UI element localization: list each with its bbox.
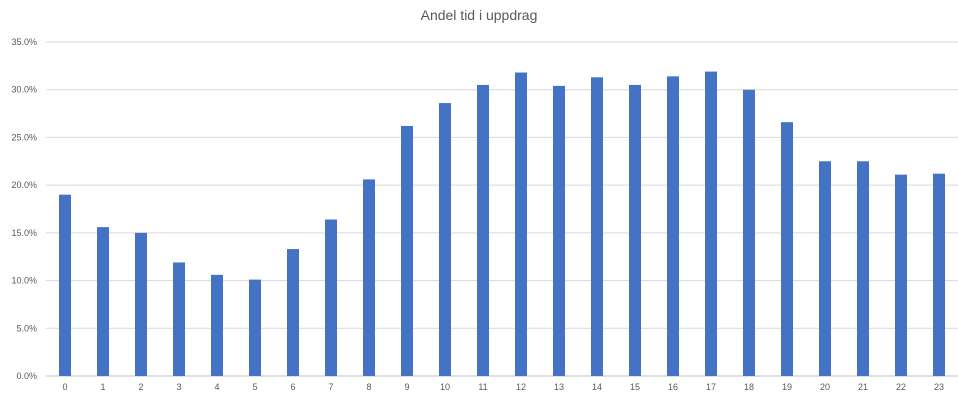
y-axis-ticks: 0.0% 5.0% 10.0% 15.0% 20.0% 25.0% 30.0% 35.0% <box>11 37 37 381</box>
bar-21 <box>857 161 869 376</box>
x-tick-label: 9 <box>404 382 409 392</box>
bar-20 <box>819 161 831 376</box>
x-tick-label: 23 <box>934 382 944 392</box>
bar-19 <box>781 122 793 376</box>
x-tick-label: 12 <box>516 382 526 392</box>
x-tick-label: 7 <box>328 382 333 392</box>
x-tick-label: 14 <box>592 382 602 392</box>
x-tick-label: 15 <box>630 382 640 392</box>
x-tick-label: 16 <box>668 382 678 392</box>
y-tick-label: 15.0% <box>11 228 37 238</box>
x-tick-label: 0 <box>62 382 67 392</box>
x-tick-label: 22 <box>896 382 906 392</box>
x-tick-label: 3 <box>176 382 181 392</box>
x-tick-label: 13 <box>554 382 564 392</box>
y-tick-label: 20.0% <box>11 180 37 190</box>
bar-7 <box>325 219 337 376</box>
bar-22 <box>895 174 907 376</box>
y-tick-label: 10.0% <box>11 276 37 286</box>
bar-5 <box>249 279 261 376</box>
bar-11 <box>477 84 489 376</box>
bar-16 <box>667 76 679 377</box>
x-axis-ticks: 0 1 2 3 4 5 6 7 8 9 10 11 12 13 14 15 16 17 18 19 20 21 22 23 <box>62 382 944 392</box>
gridlines <box>46 41 958 377</box>
x-tick-label: 19 <box>782 382 792 392</box>
x-tick-label: 4 <box>214 382 219 392</box>
bar-14 <box>591 77 603 377</box>
x-tick-label: 21 <box>858 382 868 392</box>
y-tick-label: 0.0% <box>16 371 37 381</box>
x-tick-label: 18 <box>744 382 754 392</box>
bars <box>59 71 945 377</box>
x-tick-label: 5 <box>252 382 257 392</box>
bar-23 <box>933 173 945 376</box>
x-tick-label: 8 <box>366 382 371 392</box>
bar-0 <box>59 194 71 376</box>
y-tick-label: 5.0% <box>16 323 37 333</box>
chart-title: Andel tid i uppdrag <box>421 7 538 23</box>
x-tick-label: 17 <box>706 382 716 392</box>
y-tick-label: 30.0% <box>11 85 37 95</box>
bar-6 <box>287 249 299 376</box>
bar-10 <box>439 103 451 377</box>
x-tick-label: 2 <box>138 382 143 392</box>
bar-1 <box>97 227 109 376</box>
bar-18 <box>743 89 755 376</box>
y-tick-label: 25.0% <box>11 132 37 142</box>
x-tick-label: 10 <box>440 382 450 392</box>
y-tick-label: 35.0% <box>11 37 37 47</box>
bar-13 <box>553 85 565 376</box>
bar-12 <box>515 72 527 376</box>
bar-17 <box>705 71 717 376</box>
x-tick-label: 11 <box>478 382 487 392</box>
bar-3 <box>173 262 185 376</box>
bar-4 <box>211 274 223 376</box>
x-tick-label: 6 <box>290 382 295 392</box>
bar-8 <box>363 179 375 376</box>
bar-15 <box>629 84 641 376</box>
bar-9 <box>401 125 413 376</box>
bar-2 <box>135 232 147 376</box>
x-tick-label: 1 <box>100 382 105 392</box>
x-tick-label: 20 <box>820 382 830 392</box>
